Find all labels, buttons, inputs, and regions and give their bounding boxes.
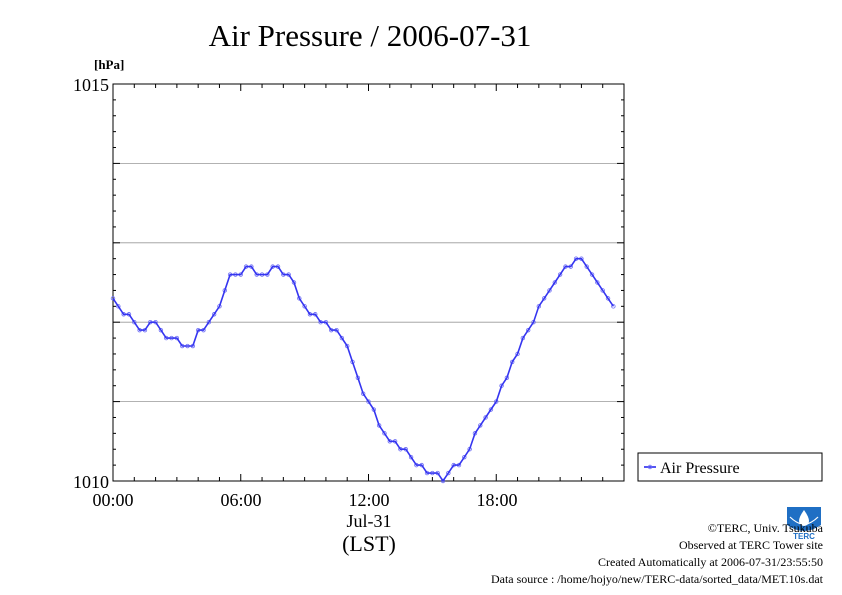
terc-logo-text: TERC — [793, 532, 815, 541]
series-line-air-pressure — [112, 257, 615, 483]
grid-lines — [113, 162, 624, 403]
data-point — [366, 399, 371, 404]
data-point — [382, 431, 387, 436]
data-point — [541, 296, 547, 301]
data-point — [557, 272, 563, 277]
data-point — [589, 272, 595, 277]
data-point — [600, 288, 605, 293]
data-point — [488, 407, 494, 412]
data-point — [525, 327, 531, 333]
data-point — [440, 478, 446, 484]
data-point — [483, 415, 488, 420]
y-tick-label-min: 1010 — [73, 472, 109, 492]
data-point — [552, 280, 558, 285]
credit-copyright: ©TERC, Univ. Tsukuba — [707, 521, 823, 535]
data-point — [132, 320, 137, 325]
y-axis-label: [hPa] — [94, 57, 124, 72]
data-point — [211, 312, 217, 317]
data-point — [605, 296, 611, 301]
data-point — [446, 470, 451, 476]
terc-logo: TERC — [784, 503, 824, 541]
series-points — [110, 256, 616, 484]
axis-ticks — [112, 83, 625, 482]
data-point — [584, 264, 589, 269]
data-point — [595, 280, 600, 285]
legend-marker — [647, 464, 653, 470]
data-point — [611, 304, 616, 309]
data-point — [478, 423, 483, 428]
legend: Air Pressure — [637, 452, 823, 482]
chart-title: Air Pressure / 2006-07-31 — [209, 18, 532, 53]
data-point — [408, 454, 414, 460]
data-point — [116, 304, 121, 309]
x-tick-label-0000: 00:00 — [92, 490, 133, 510]
x-zone-label: (LST) — [342, 531, 396, 556]
x-tick-label-0600: 06:00 — [220, 490, 261, 510]
data-point — [302, 304, 307, 309]
legend-box — [637, 452, 823, 482]
y-tick-label-max: 1015 — [73, 75, 109, 95]
data-point — [110, 296, 116, 301]
legend-label: Air Pressure — [660, 460, 740, 477]
data-point — [206, 320, 212, 325]
data-point — [158, 327, 164, 333]
data-point — [339, 335, 345, 341]
plot-frame — [112, 83, 625, 482]
data-point — [547, 288, 552, 293]
x-tick-label-1200: 12:00 — [348, 490, 389, 510]
x-tick-label-1800: 18:00 — [476, 490, 517, 510]
credit-observed: Observed at TERC Tower site — [678, 538, 823, 552]
credit-created: Created Automatically at 2006-07-31/23:5… — [598, 555, 823, 569]
credit-source: Data source : /home/hojyo/new/TERC-data/… — [490, 572, 823, 586]
x-date-label: Jul-31 — [347, 511, 392, 531]
data-point — [462, 454, 467, 460]
